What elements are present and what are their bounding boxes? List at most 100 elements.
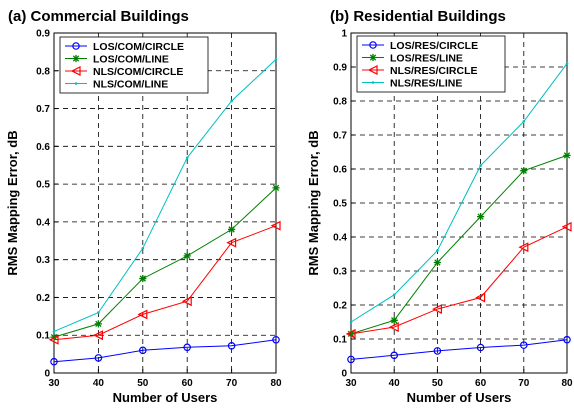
series-line bbox=[53, 59, 277, 332]
legend-entry: NLS/COM/LINE bbox=[65, 78, 168, 90]
y-tick-label: 0.2 bbox=[36, 293, 50, 304]
data-point bbox=[390, 351, 399, 360]
series-line bbox=[350, 226, 568, 335]
legend-entry: LOS/COM/LINE bbox=[65, 53, 169, 65]
legend-label: NLS/RES/LINE bbox=[390, 77, 462, 89]
data-point bbox=[519, 341, 528, 349]
data-point bbox=[227, 341, 236, 350]
data-point bbox=[272, 184, 280, 192]
legend-label: NLS/RES/CIRCLE bbox=[390, 65, 478, 77]
x-tick-label: 60 bbox=[475, 378, 487, 389]
y-tick-label: 0.3 bbox=[36, 255, 50, 266]
y-tick-label: 0.8 bbox=[36, 66, 50, 77]
legend-entry: NLS/RES/LINE bbox=[362, 77, 462, 89]
legend: LOS/COM/CIRCLELOS/COM/LINENLS/COM/CIRCLE… bbox=[59, 36, 209, 94]
data-point bbox=[432, 304, 442, 315]
x-tick-label: 80 bbox=[561, 378, 573, 389]
y-tick-label: 0 bbox=[44, 369, 50, 380]
y-tick-label: 0.6 bbox=[333, 165, 347, 176]
data-point bbox=[520, 167, 528, 175]
x-tick-label: 30 bbox=[345, 378, 357, 389]
legend-entry: LOS/RES/LINE bbox=[362, 52, 463, 64]
data-point bbox=[226, 237, 237, 248]
data-point bbox=[518, 242, 529, 253]
series-line bbox=[53, 339, 277, 363]
legend-marker bbox=[74, 82, 78, 85]
legend-marker bbox=[72, 54, 80, 63]
y-tick-label: 0.7 bbox=[36, 104, 50, 115]
y-tick-label: 0.4 bbox=[333, 233, 347, 244]
data-point bbox=[272, 335, 280, 344]
data-point bbox=[183, 343, 192, 352]
data-point bbox=[390, 316, 398, 324]
data-point bbox=[477, 213, 485, 221]
data-point bbox=[479, 164, 482, 167]
data-point bbox=[52, 330, 56, 333]
legend-label: NLS/COM/LINE bbox=[93, 78, 168, 90]
series-line bbox=[53, 187, 277, 338]
x-tick-label: 40 bbox=[389, 378, 401, 389]
data-point bbox=[565, 62, 569, 65]
x-axis-label: Number of Users bbox=[407, 390, 512, 405]
data-point bbox=[137, 309, 148, 320]
data-point bbox=[50, 357, 58, 366]
data-point bbox=[563, 335, 571, 344]
data-point bbox=[522, 120, 526, 123]
data-point bbox=[475, 292, 486, 303]
data-point bbox=[141, 247, 145, 250]
data-point bbox=[345, 328, 356, 339]
x-tick-label: 70 bbox=[226, 378, 238, 389]
legend-entry: NLS/COM/CIRCLE bbox=[65, 66, 183, 78]
data-point bbox=[274, 58, 278, 61]
data-point bbox=[433, 258, 441, 267]
data-point bbox=[349, 320, 353, 324]
legend-entry: LOS/COM/CIRCLE bbox=[65, 41, 184, 53]
data-point bbox=[94, 320, 102, 328]
x-axis-label: Number of Users bbox=[113, 390, 218, 405]
data-point bbox=[94, 354, 103, 362]
legend-label: LOS/COM/LINE bbox=[93, 53, 169, 65]
series-los-res-circle bbox=[347, 335, 571, 364]
y-tick-label: 0.3 bbox=[333, 267, 347, 278]
legend-label: NLS/COM/CIRCLE bbox=[93, 66, 183, 78]
series-line bbox=[350, 63, 568, 323]
data-point bbox=[436, 249, 439, 252]
legend-entry: NLS/RES/CIRCLE bbox=[362, 65, 478, 77]
data-point bbox=[48, 334, 59, 345]
y-tick-label: 0.9 bbox=[36, 29, 50, 40]
data-point bbox=[476, 343, 485, 352]
data-point bbox=[392, 293, 396, 297]
x-tick-label: 70 bbox=[518, 378, 530, 389]
series-nls-res-line bbox=[349, 62, 569, 324]
y-tick-label: 0.4 bbox=[36, 217, 50, 228]
chart-title: (b) Residential Buildings bbox=[330, 8, 506, 25]
y-tick-label: 0.2 bbox=[333, 301, 347, 312]
y-tick-label: 0.7 bbox=[333, 131, 347, 142]
x-tick-label: 50 bbox=[137, 378, 149, 389]
data-point bbox=[183, 252, 191, 260]
chart-commercial: (a) Commercial Buildings 30 40 50 60 70 80 0 0.1… bbox=[5, 8, 282, 405]
series-nls-com-line bbox=[52, 58, 278, 333]
y-tick-label: 0.6 bbox=[36, 142, 50, 153]
legend-marker bbox=[367, 65, 378, 75]
y-tick-label: 0.1 bbox=[36, 331, 50, 342]
data-point bbox=[93, 330, 104, 341]
series-nls-res-circle bbox=[345, 221, 572, 339]
data-point bbox=[433, 347, 442, 355]
data-point bbox=[97, 311, 100, 314]
y-tick-label: 0.9 bbox=[333, 63, 347, 74]
series-nls-com-circle bbox=[48, 220, 281, 345]
y-tick-label: 1 bbox=[341, 29, 347, 40]
data-point bbox=[185, 156, 189, 159]
y-axis-label: RMS Mapping Error, dB bbox=[5, 130, 20, 275]
legend-marker bbox=[371, 81, 375, 84]
y-tick-label: 0.1 bbox=[333, 335, 347, 346]
data-point bbox=[230, 99, 233, 103]
y-tick-label: 0.5 bbox=[333, 199, 347, 210]
axes-frame bbox=[53, 32, 277, 374]
y-tick-label: 0.5 bbox=[36, 180, 50, 191]
series-los-com-circle bbox=[50, 335, 280, 366]
data-point bbox=[561, 221, 572, 232]
data-point bbox=[270, 220, 281, 231]
